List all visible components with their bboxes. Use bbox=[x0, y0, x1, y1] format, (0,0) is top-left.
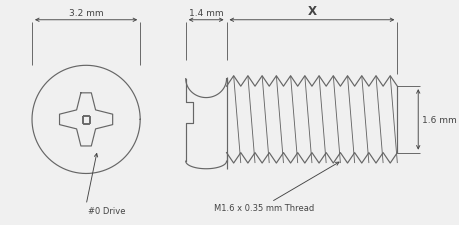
Text: 1.4 mm: 1.4 mm bbox=[189, 9, 224, 18]
Text: M1.6 x 0.35 mm Thread: M1.6 x 0.35 mm Thread bbox=[214, 203, 314, 212]
Text: 3.2 mm: 3.2 mm bbox=[69, 9, 103, 18]
Text: #0 Drive: #0 Drive bbox=[88, 206, 125, 215]
Text: X: X bbox=[308, 5, 316, 18]
Text: 1.6 mm: 1.6 mm bbox=[422, 115, 457, 124]
